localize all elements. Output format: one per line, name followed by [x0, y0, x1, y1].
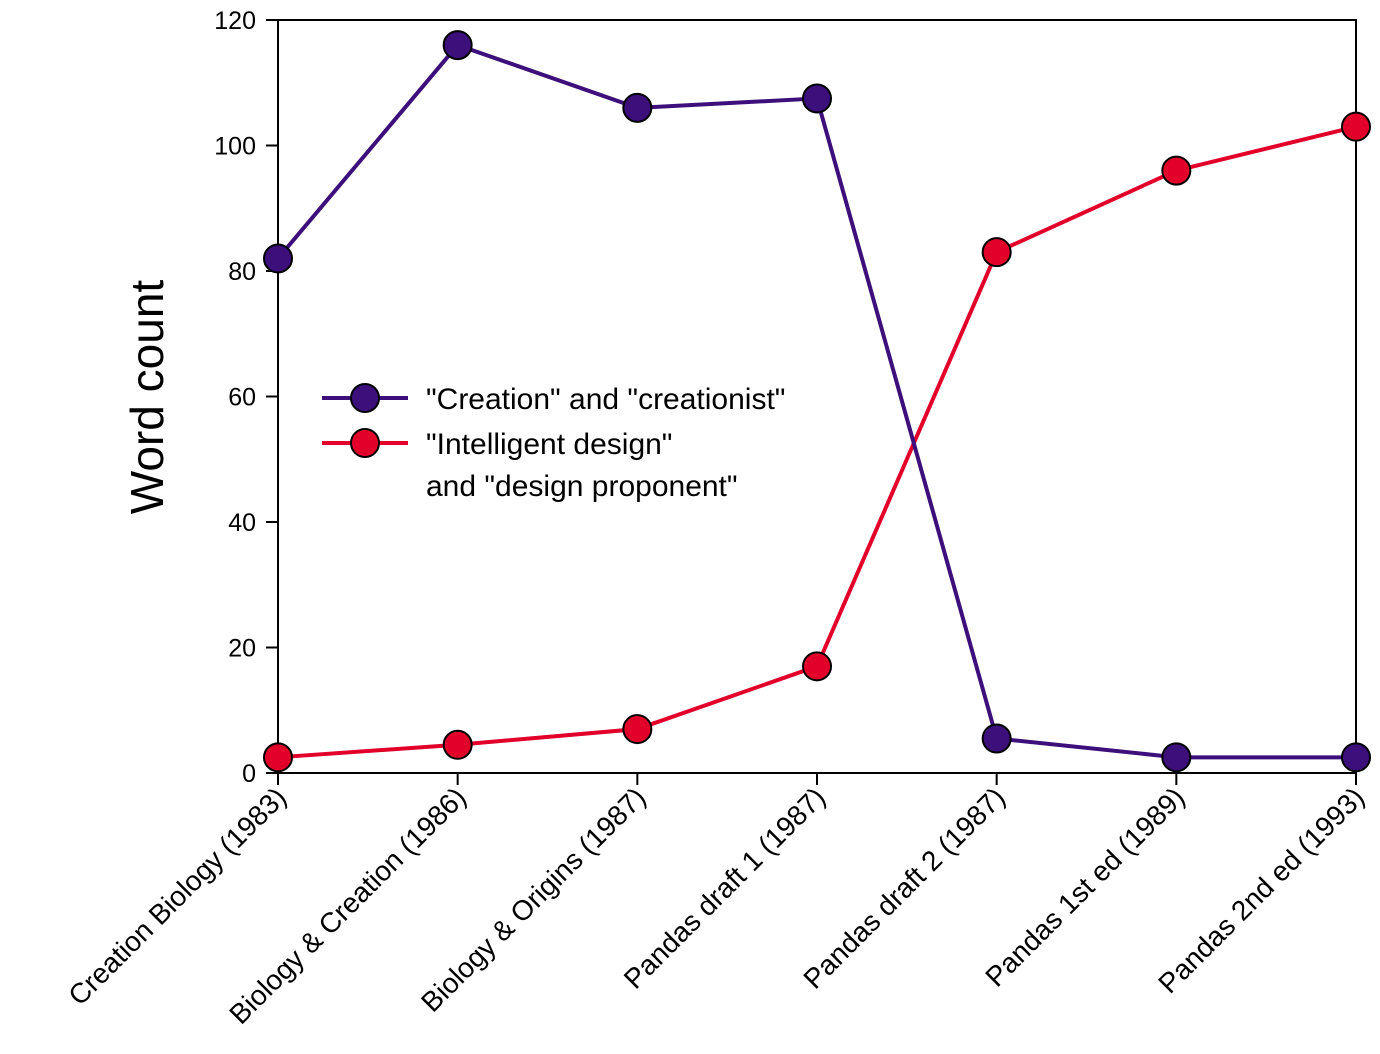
series-1-point	[1341, 111, 1371, 142]
series-1-point	[1161, 155, 1192, 186]
x-axis: Creation Biology (1983)Biology & Creatio…	[62, 773, 1370, 1030]
series-1-point	[263, 742, 293, 773]
series-0-point	[1161, 742, 1192, 773]
series-points	[263, 30, 1371, 773]
legend: "Creation" and "creationist" "Intelligent…	[322, 383, 785, 503]
x-category-label: Pandas 1st ed (1989)	[979, 781, 1190, 992]
y-tick-label: 80	[228, 258, 256, 286]
y-tick-label: 40	[228, 509, 256, 537]
x-category-label: Pandas draft 1 (1987)	[618, 781, 831, 994]
legend-label-0: "Creation" and "creationist"	[426, 383, 785, 416]
x-category-label: Pandas 2nd ed (1993)	[1152, 781, 1370, 999]
series-0-point	[1341, 742, 1371, 773]
series-1-point	[802, 651, 832, 682]
y-axis: 0 20 40 60 80 100 120	[214, 7, 278, 788]
y-tick-label: 100	[214, 133, 256, 161]
y-tick-label: 0	[242, 760, 256, 788]
series-0-point	[442, 30, 473, 61]
y-axis-title: Word count	[121, 280, 173, 515]
legend-marker-0	[350, 383, 380, 413]
x-category-label: Pandas draft 2 (1987)	[797, 781, 1010, 994]
legend-label-1: "Intelligent design"	[426, 428, 672, 461]
series-0-point	[802, 83, 832, 114]
series-1-point	[442, 729, 473, 760]
series-1-point	[981, 237, 1012, 268]
series-0-point	[981, 723, 1012, 754]
y-tick-label: 20	[228, 635, 256, 663]
series-1-point	[622, 714, 653, 745]
y-tick-label: 120	[214, 7, 256, 35]
legend-marker-1	[350, 428, 380, 458]
series-0-point	[622, 92, 653, 123]
series-0-point	[263, 243, 293, 274]
y-tick-label: 60	[228, 384, 256, 412]
legend-label-1: and "design proponent"	[426, 470, 738, 503]
